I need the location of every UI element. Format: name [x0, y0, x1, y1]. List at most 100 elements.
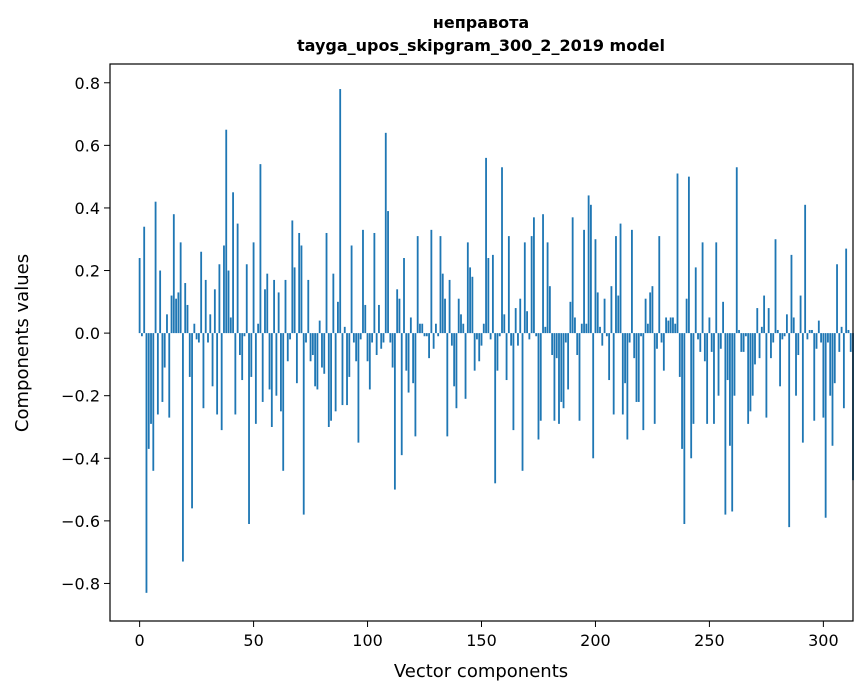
bar — [423, 333, 426, 337]
bar — [264, 289, 266, 334]
bar — [307, 279, 310, 334]
bar — [690, 333, 693, 459]
bar — [400, 333, 403, 456]
bar — [193, 323, 196, 334]
bar — [352, 333, 355, 343]
x-tick-label: 200 — [580, 631, 611, 650]
bar — [788, 333, 791, 528]
bar — [437, 333, 440, 337]
bar — [464, 333, 467, 399]
bar — [596, 292, 599, 334]
bar — [772, 333, 775, 343]
bar — [182, 333, 184, 562]
bar — [414, 333, 417, 437]
bar — [610, 286, 613, 334]
bar — [473, 333, 476, 371]
bar — [703, 333, 706, 362]
bar — [403, 258, 405, 334]
bar — [731, 333, 734, 512]
bar — [599, 326, 601, 334]
bar — [478, 333, 481, 362]
bar — [501, 167, 503, 334]
bar — [277, 292, 280, 334]
bar — [754, 333, 756, 365]
bar — [646, 323, 649, 334]
bar — [371, 333, 374, 343]
bar — [756, 308, 759, 334]
bar — [701, 242, 704, 334]
bar — [517, 333, 519, 346]
bar — [594, 239, 597, 334]
bar — [747, 333, 750, 424]
bar — [521, 333, 524, 471]
bar — [261, 333, 264, 402]
bar — [722, 301, 724, 334]
bar — [836, 264, 838, 334]
bar — [234, 333, 237, 415]
bar — [503, 314, 506, 334]
bar — [813, 333, 816, 421]
bar — [580, 323, 583, 334]
bar — [758, 333, 761, 359]
bar — [626, 333, 629, 440]
bar — [644, 298, 647, 334]
bar — [735, 167, 738, 334]
bar — [811, 329, 813, 334]
bar — [455, 333, 458, 409]
bar — [672, 317, 674, 334]
bar — [539, 333, 542, 421]
bar — [309, 333, 312, 362]
plot-frame — [109, 63, 854, 622]
bar — [154, 201, 157, 334]
bar — [156, 333, 159, 415]
bar — [428, 333, 430, 359]
bar — [774, 239, 777, 334]
bar — [505, 333, 508, 381]
bar — [207, 333, 209, 343]
bar — [430, 229, 433, 334]
bar — [713, 333, 715, 424]
bar — [578, 333, 581, 421]
bar — [480, 333, 483, 346]
bar — [211, 333, 214, 387]
bar — [801, 333, 804, 443]
bar — [824, 333, 827, 518]
bar — [396, 289, 399, 334]
bar — [519, 298, 522, 334]
bar — [567, 333, 570, 390]
bar — [266, 273, 269, 334]
bar — [325, 232, 328, 334]
bar — [740, 333, 743, 352]
bar — [387, 211, 389, 334]
bar — [161, 333, 164, 402]
y-tick-label: 0.6 — [75, 136, 100, 155]
bar — [348, 333, 351, 377]
bar — [241, 333, 244, 381]
bar — [790, 254, 793, 334]
bar — [669, 317, 672, 334]
bar — [147, 333, 150, 449]
bar — [829, 333, 832, 396]
bar — [678, 333, 681, 377]
bar — [551, 333, 554, 356]
bar — [692, 333, 695, 424]
bar — [254, 333, 257, 424]
bar — [280, 333, 282, 412]
bar — [364, 304, 367, 334]
bar — [744, 333, 747, 337]
bar — [209, 314, 212, 334]
bar — [378, 304, 380, 334]
bar — [542, 214, 544, 334]
bar — [391, 333, 394, 368]
bar — [213, 289, 216, 334]
bar — [642, 333, 645, 431]
bar — [781, 333, 784, 340]
bar — [770, 333, 772, 359]
bar — [284, 279, 287, 334]
bar — [295, 333, 298, 384]
bar — [783, 333, 786, 337]
bar — [601, 333, 604, 346]
y-tick-label: −0.2 — [61, 387, 100, 406]
bar — [799, 295, 802, 334]
bar — [243, 333, 246, 337]
